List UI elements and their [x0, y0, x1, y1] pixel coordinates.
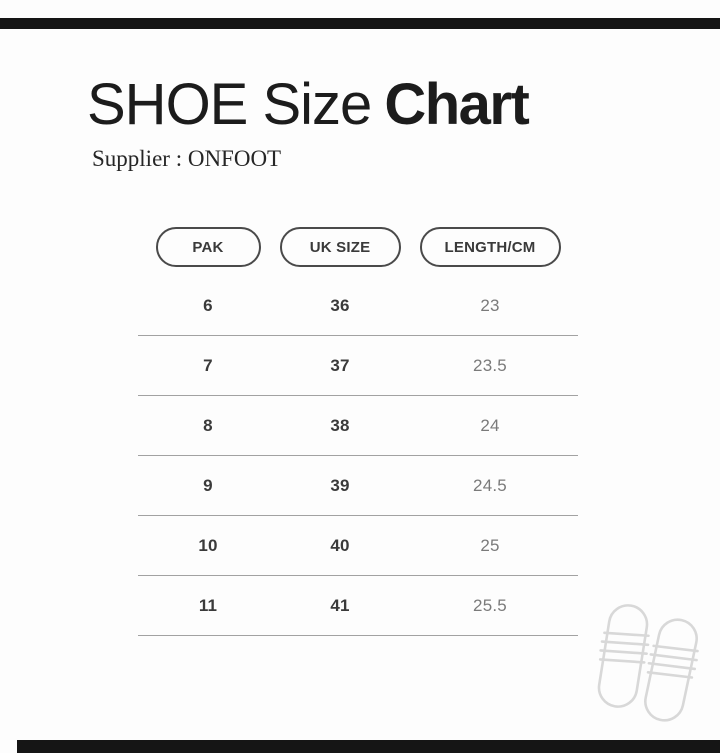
column-header-pill: UK SIZE — [279, 227, 401, 267]
table-cell: 6 — [203, 295, 213, 315]
table-cell: 41 — [330, 595, 350, 615]
table-cell: 9 — [203, 475, 213, 495]
table-cell: 40 — [330, 535, 350, 555]
supplier-line: Supplier : ONFOOT — [92, 146, 282, 171]
slippers-icon — [591, 600, 706, 726]
table-cell: 37 — [330, 355, 350, 375]
table-row: 9 39 24.5 — [138, 456, 578, 516]
top-divider-bar — [0, 18, 720, 29]
page-title: SHOE Size Chart — [87, 76, 530, 134]
size-table: PAK UK SIZE LENGTH/CM 6 36 23 7 37 23.5 8 38 24 9 39… — [138, 227, 578, 636]
header-column: PAK — [138, 227, 278, 267]
table-cell: 8 — [203, 415, 213, 435]
table-cell: 36 — [330, 295, 350, 315]
table-cell: 7 — [203, 355, 213, 375]
header-column: LENGTH/CM — [402, 227, 578, 267]
table-row: 7 37 23.5 — [138, 336, 578, 396]
table-row: 11 41 25.5 — [138, 576, 578, 636]
table-cell: 38 — [330, 415, 350, 435]
table-cell: 23.5 — [473, 355, 507, 375]
table-cell: 23 — [480, 295, 500, 315]
table-cell: 11 — [198, 595, 218, 615]
table-cell: 39 — [330, 475, 350, 495]
table-cell: 25.5 — [473, 595, 507, 615]
page-title-regular: SHOE Size — [87, 72, 372, 137]
bottom-divider-bar — [17, 740, 720, 753]
header-column: UK SIZE — [278, 227, 402, 267]
table-cell: 24.5 — [473, 475, 507, 495]
table-row: 10 40 25 — [138, 516, 578, 576]
table-row: 6 36 23 — [138, 276, 578, 336]
page-title-bold: Chart — [384, 72, 529, 137]
size-table-header: PAK UK SIZE LENGTH/CM — [138, 227, 578, 267]
table-cell: 10 — [198, 535, 218, 555]
table-cell: 24 — [480, 415, 500, 435]
column-header-pill: LENGTH/CM — [419, 227, 561, 267]
column-header-pill: PAK — [155, 227, 261, 267]
size-table-body: 6 36 23 7 37 23.5 8 38 24 9 39 24.5 10 40 25 11 41 25.5 — [138, 276, 578, 636]
table-row: 8 38 24 — [138, 396, 578, 456]
table-cell: 25 — [480, 535, 500, 555]
